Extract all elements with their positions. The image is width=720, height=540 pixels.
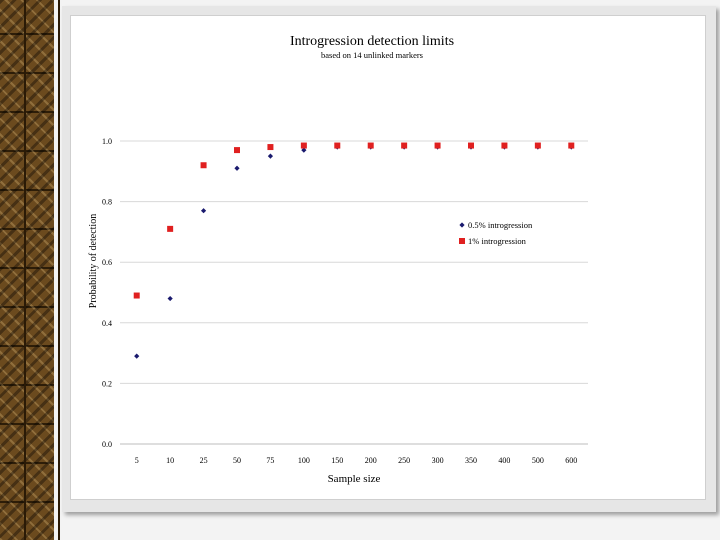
x-tick-label: 250	[398, 456, 410, 465]
x-tick-label: 500	[532, 456, 544, 465]
legend-label: 0.5% introgression	[468, 220, 533, 230]
x-axis-label: Sample size	[328, 473, 381, 485]
x-tick-label: 100	[298, 456, 310, 465]
legend-marker-square	[459, 238, 465, 244]
legend-marker-diamond	[459, 222, 465, 228]
chart-title: Introgression detection limits	[290, 34, 454, 49]
decorative-side-rule	[58, 0, 60, 540]
y-tick-label: 0.2	[102, 379, 112, 388]
chart-subtitle: based on 14 unlinked markers	[321, 50, 423, 60]
y-axis-ticks: 0.0 0.2 0.4 0.6 0.8 1.0	[102, 137, 112, 449]
data-point-1pct	[167, 225, 174, 232]
data-point-1pct	[234, 147, 240, 154]
data-point-1pct	[468, 142, 474, 149]
chart-panel	[70, 15, 706, 500]
data-point-0-5pct	[234, 165, 240, 171]
y-tick-label: 0.6	[102, 258, 112, 267]
data-point-1pct	[200, 162, 207, 169]
y-axis-label: Probability of detection	[88, 214, 99, 308]
x-tick-label: 200	[365, 456, 377, 465]
data-point-0-5pct	[200, 208, 207, 214]
data-point-1pct	[568, 142, 575, 149]
data-point-1pct	[434, 142, 441, 149]
x-tick-label: 600	[565, 456, 577, 465]
x-axis-ticks: 5 10 25 50 75 100 150 200 250 300 350 400 500 600	[135, 456, 578, 465]
x-tick-label: 25	[200, 456, 208, 465]
data-point-1pct	[267, 144, 274, 151]
data-point-1pct	[334, 142, 341, 149]
x-tick-label: 5	[135, 456, 139, 465]
x-tick-label: 350	[465, 456, 477, 465]
y-tick-label: 0.4	[102, 319, 112, 328]
x-tick-label: 300	[432, 456, 444, 465]
x-tick-label: 10	[166, 456, 174, 465]
x-tick-label: 150	[331, 456, 343, 465]
data-point-0-5pct	[134, 353, 140, 359]
y-tick-label: 0.0	[102, 440, 112, 449]
y-tick-label: 0.8	[102, 198, 112, 207]
legend-label: 1% introgression	[468, 236, 527, 246]
x-tick-label: 75	[266, 456, 274, 465]
data-point-0-5pct	[267, 153, 274, 159]
data-points	[133, 142, 575, 359]
data-point-0-5pct	[167, 295, 173, 302]
data-point-1pct	[300, 142, 307, 149]
data-point-1pct	[133, 292, 140, 299]
data-point-0-5pct	[301, 147, 307, 153]
gridlines	[120, 140, 588, 445]
data-point-1pct	[367, 142, 374, 149]
data-point-1pct	[501, 142, 508, 149]
x-tick-label: 50	[233, 456, 241, 465]
decorative-left-border	[0, 0, 54, 540]
data-point-1pct	[534, 142, 541, 149]
data-point-1pct	[401, 142, 408, 149]
x-tick-label: 400	[498, 456, 510, 465]
y-tick-label: 1.0	[102, 137, 112, 146]
legend: 0.5% introgression 1% introgression	[459, 220, 533, 246]
